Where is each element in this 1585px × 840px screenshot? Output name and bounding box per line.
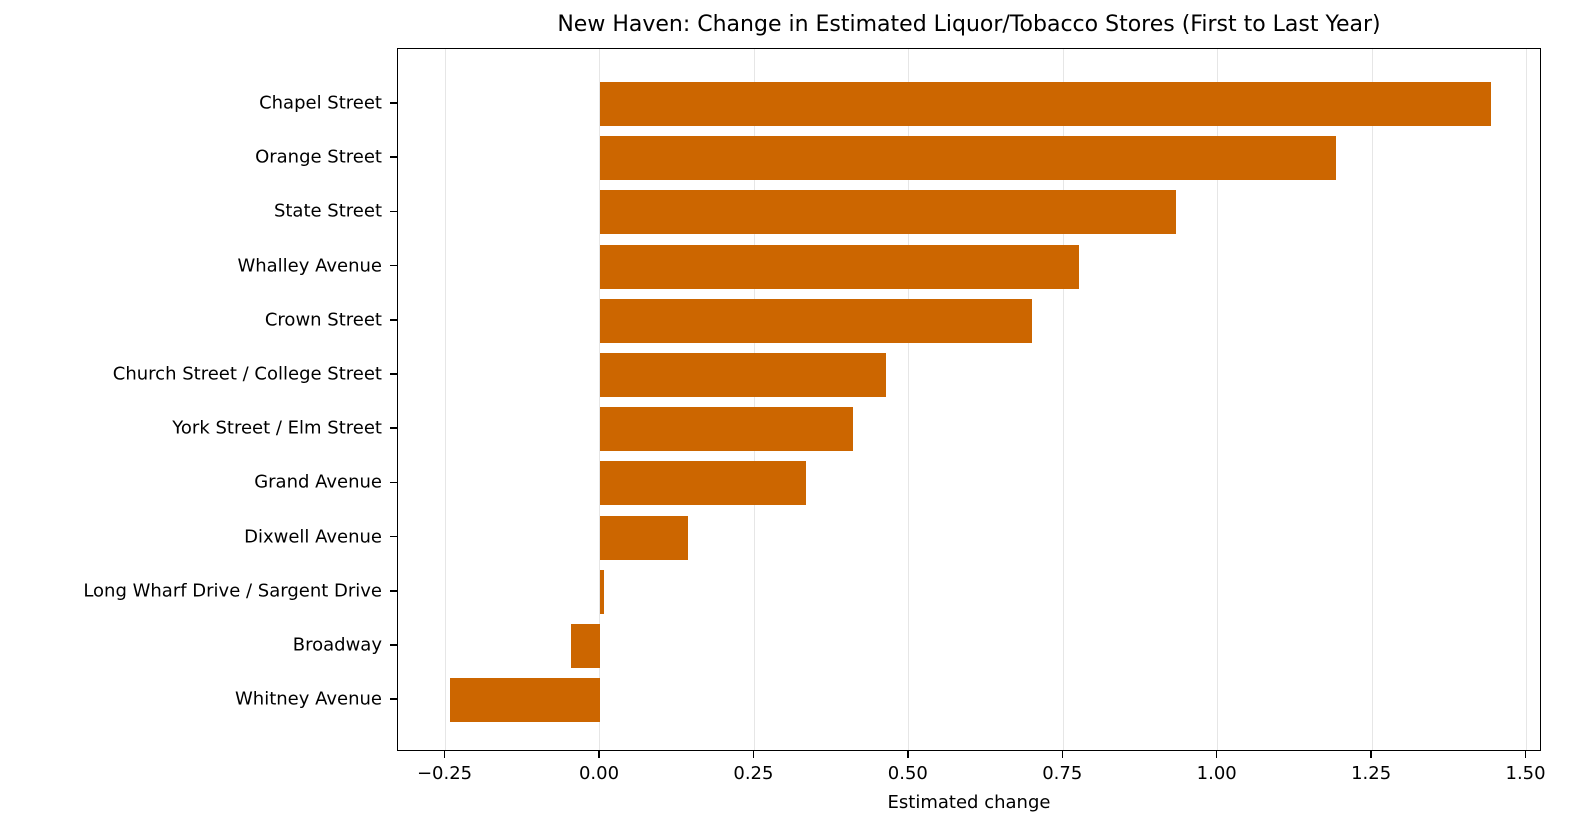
y-tick-label: Whalley Avenue — [237, 255, 382, 277]
chart-title: New Haven: Change in Estimated Liquor/To… — [557, 12, 1381, 37]
x-tick-mark — [1524, 751, 1527, 758]
bar — [599, 190, 1176, 235]
y-tick-mark — [390, 427, 397, 429]
bar — [599, 244, 1079, 289]
y-tick-label: Grand Avenue — [254, 471, 382, 493]
x-tick-mark — [1215, 751, 1218, 758]
x-gridline — [599, 49, 601, 750]
y-tick-mark — [390, 319, 397, 321]
x-gridline — [908, 49, 910, 750]
x-tick-label: 1.00 — [1196, 763, 1237, 784]
bar — [449, 678, 600, 723]
bar — [599, 569, 604, 614]
y-tick-label: State Street — [273, 200, 382, 222]
x-tick-mark — [1061, 751, 1064, 758]
y-tick-mark — [390, 481, 397, 484]
x-gridline — [1062, 49, 1064, 750]
bar — [599, 461, 806, 506]
y-tick-label: Chapel Street — [259, 92, 382, 114]
x-gridline — [753, 49, 755, 750]
bar — [599, 407, 853, 452]
bar — [599, 353, 886, 397]
y-tick-label: Orange Street — [255, 146, 382, 168]
y-tick-label: Church Street / College Street — [112, 363, 382, 385]
bar — [599, 298, 1032, 343]
x-tick-label: 1.50 — [1505, 763, 1546, 784]
y-tick-mark — [390, 373, 397, 375]
x-tick-label: 0.50 — [887, 763, 928, 784]
x-tick-label: 0.75 — [1042, 763, 1083, 784]
x-gridline — [1217, 49, 1219, 750]
bar — [570, 624, 600, 668]
y-tick-label: Long Wharf Drive / Sargent Drive — [83, 580, 382, 602]
x-tick-label: 1.25 — [1351, 763, 1392, 784]
x-tick-mark — [1370, 751, 1372, 758]
x-gridline — [445, 49, 447, 750]
y-tick-mark — [390, 698, 397, 700]
y-tick-label: York Street / Elm Street — [172, 417, 382, 439]
x-tick-label: 0.25 — [733, 763, 774, 784]
x-gridline — [1371, 49, 1373, 750]
y-tick-mark — [390, 102, 397, 104]
y-tick-label: Crown Street — [264, 309, 382, 331]
x-tick-label: 0.00 — [578, 763, 620, 784]
x-tick-label: −0.25 — [416, 763, 473, 784]
y-tick-mark — [390, 535, 397, 538]
x-tick-mark — [907, 751, 909, 758]
x-tick-mark — [752, 751, 755, 758]
y-tick-label: Whitney Avenue — [235, 688, 382, 710]
x-axis-label: Estimated change — [887, 792, 1051, 813]
bar — [599, 82, 1491, 126]
x-tick-mark — [598, 751, 600, 758]
x-tick-mark — [443, 751, 446, 758]
y-tick-mark — [390, 590, 397, 592]
plot-area — [397, 48, 1541, 751]
y-tick-mark — [390, 644, 397, 646]
y-tick-label: Dixwell Avenue — [244, 526, 382, 548]
y-tick-mark — [390, 264, 397, 267]
y-tick-label: Broadway — [292, 634, 382, 656]
y-tick-mark — [390, 210, 397, 213]
bar — [599, 515, 688, 560]
bar — [599, 136, 1336, 181]
y-tick-mark — [390, 156, 397, 158]
x-gridline — [1526, 49, 1528, 750]
